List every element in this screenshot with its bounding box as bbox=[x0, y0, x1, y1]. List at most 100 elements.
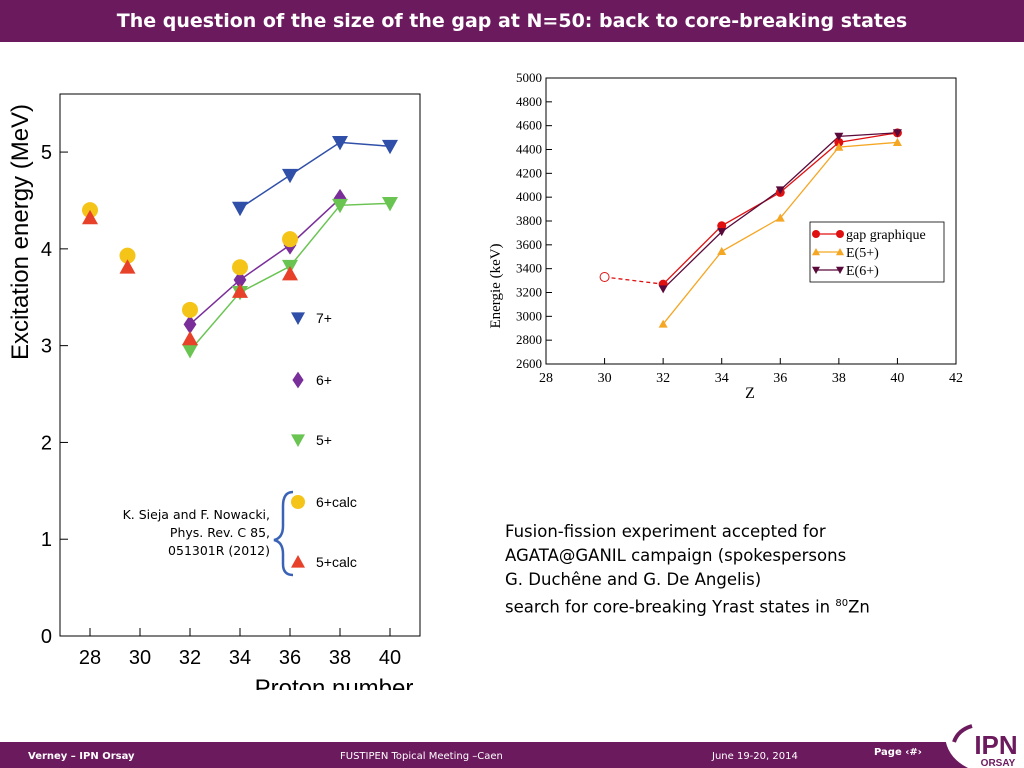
data-point bbox=[658, 285, 668, 294]
y-tick-label: 2600 bbox=[516, 356, 542, 371]
mass-number: 80 bbox=[835, 598, 849, 609]
legend-marker bbox=[291, 312, 305, 325]
x-tick-label: 36 bbox=[279, 647, 301, 669]
y-tick-label: 3000 bbox=[516, 308, 542, 323]
legend-label: gap graphique bbox=[846, 228, 926, 243]
x-tick-label: 28 bbox=[539, 371, 553, 386]
reference-brace bbox=[273, 490, 294, 577]
x-tick-label: 38 bbox=[329, 647, 351, 669]
legend-marker bbox=[836, 266, 844, 274]
data-point bbox=[382, 196, 398, 212]
legend-label: 7+ bbox=[316, 310, 332, 326]
footer-meeting: FUSTIPEN Topical Meeting –Caen bbox=[340, 751, 503, 762]
reference-line: Phys. Rev. C 85, bbox=[169, 525, 270, 540]
x-tick-label: 32 bbox=[656, 371, 670, 386]
legend-marker bbox=[836, 248, 844, 256]
y-tick-label: 3800 bbox=[516, 213, 542, 228]
series-line bbox=[189, 197, 341, 325]
data-point bbox=[775, 213, 785, 222]
ipn-orsay-logo: IPN ORSAY bbox=[944, 712, 1024, 768]
x-tick-label: 30 bbox=[598, 371, 612, 386]
data-point bbox=[333, 188, 347, 209]
reference-citation: K. Sieja and F. Nowacki, Phys. Rev. C 85… bbox=[100, 506, 270, 560]
y-tick-label: 2800 bbox=[516, 332, 542, 347]
element-symbol: Zn bbox=[848, 597, 870, 617]
legend-marker bbox=[291, 434, 305, 447]
y-tick-label: 3600 bbox=[516, 237, 542, 252]
data-point bbox=[382, 139, 398, 155]
x-tick-label: 40 bbox=[379, 647, 401, 669]
data-point bbox=[834, 132, 844, 141]
legend-marker bbox=[812, 230, 820, 238]
y-tick-label: 2 bbox=[41, 432, 52, 454]
y-tick-label: 4 bbox=[41, 239, 52, 261]
note-text: search for core-breaking Yrast states in bbox=[505, 597, 836, 617]
data-point bbox=[82, 209, 98, 225]
title-bar: The question of the size of the gap at N… bbox=[0, 0, 1024, 42]
data-point bbox=[717, 228, 727, 237]
data-point bbox=[775, 186, 785, 195]
data-point bbox=[182, 344, 198, 359]
data-point bbox=[282, 168, 298, 184]
footer-bar: Verney – IPN Orsay FUSTIPEN Topical Meet… bbox=[0, 742, 1024, 768]
footer-author: Verney – IPN Orsay bbox=[28, 751, 135, 762]
footer-page: Page ‹#› bbox=[874, 747, 922, 758]
data-point bbox=[892, 129, 902, 138]
legend-marker bbox=[292, 371, 304, 389]
data-point bbox=[892, 137, 902, 146]
logo-subtext: ORSAY bbox=[981, 758, 1016, 768]
data-point bbox=[717, 221, 727, 231]
data-point bbox=[332, 135, 348, 151]
y-tick-label: 3400 bbox=[516, 261, 542, 276]
note-line: search for core-breaking Yrast states in… bbox=[505, 592, 985, 620]
note-line: AGATA@GANIL campaign (spokespersons bbox=[505, 546, 847, 565]
data-point bbox=[834, 142, 844, 151]
x-tick-label: 42 bbox=[949, 371, 963, 386]
data-point bbox=[232, 201, 248, 217]
legend-marker bbox=[836, 230, 844, 238]
y-tick-label: 4400 bbox=[516, 142, 542, 157]
x-tick-label: 40 bbox=[890, 371, 904, 386]
x-axis-label: Proton number bbox=[255, 675, 414, 690]
data-point bbox=[232, 259, 248, 276]
data-point bbox=[834, 137, 844, 147]
legend-label: 5+calc bbox=[316, 554, 357, 570]
legend-marker bbox=[812, 266, 820, 274]
y-tick-label: 5000 bbox=[516, 70, 542, 85]
y-axis-label: Excitation energy (MeV) bbox=[7, 104, 34, 360]
experiment-note: Fusion-fission experiment accepted for A… bbox=[505, 520, 985, 620]
data-point bbox=[658, 319, 668, 328]
reference-line: K. Sieja and F. Nowacki, bbox=[122, 507, 270, 522]
data-point bbox=[119, 259, 136, 274]
x-tick-label: 32 bbox=[179, 647, 201, 669]
reference-line: 051301R (2012) bbox=[168, 543, 270, 558]
y-tick-label: 4800 bbox=[516, 94, 542, 109]
series-line bbox=[604, 276, 664, 285]
series-line bbox=[239, 141, 391, 209]
data-point bbox=[717, 246, 727, 255]
x-tick-label: 36 bbox=[773, 371, 787, 386]
y-tick-label: 0 bbox=[41, 626, 52, 648]
legend-label: E(5+) bbox=[846, 246, 879, 261]
legend-label: 5+ bbox=[316, 432, 332, 448]
data-point bbox=[119, 247, 136, 264]
x-tick-label: 28 bbox=[79, 647, 101, 669]
x-tick-label: 34 bbox=[229, 647, 251, 669]
data-point bbox=[332, 198, 348, 214]
note-line: Fusion-fission experiment accepted for bbox=[505, 522, 826, 541]
legend-marker bbox=[291, 495, 305, 509]
data-point bbox=[599, 272, 610, 283]
slide-title: The question of the size of the gap at N… bbox=[116, 10, 908, 32]
legend-marker bbox=[291, 555, 305, 568]
x-tick-label: 30 bbox=[129, 647, 151, 669]
data-point bbox=[182, 301, 198, 318]
legend-label: 6+ bbox=[316, 372, 332, 388]
x-tick-label: 34 bbox=[715, 371, 729, 386]
y-tick-label: 4000 bbox=[516, 189, 542, 204]
data-point bbox=[232, 283, 248, 298]
gap-energy-chart: 28 30 32 34 36 38 40 42 2600 2800 3000 3200 3400 3600… bbox=[488, 70, 963, 402]
legend-marker bbox=[812, 248, 820, 256]
y-tick-label: 1 bbox=[41, 529, 52, 551]
data-point bbox=[282, 266, 298, 281]
y-tick-label: 3 bbox=[41, 336, 52, 358]
